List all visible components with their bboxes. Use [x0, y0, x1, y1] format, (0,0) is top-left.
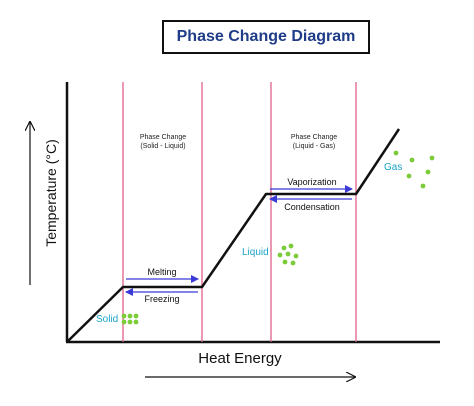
title-box: Phase Change Diagram	[162, 20, 370, 54]
state-label-gas: Gas	[384, 162, 403, 173]
region-label-solid-liquid-line2: (Solid - Liquid)	[140, 143, 186, 150]
solid-particles	[121, 313, 139, 325]
liquid-particles	[277, 243, 299, 266]
vaporization-label: Vaporization	[287, 177, 337, 187]
x-axis-label: Heat Energy	[198, 350, 282, 367]
region-label-solid-liquid: Phase Change (Solid - Liquid)	[125, 133, 201, 151]
region-label-solid-liquid-line1: Phase Change	[139, 134, 187, 141]
heating-curve	[66, 128, 401, 343]
region-label-liquid-gas-line2: (Liquid - Gas)	[292, 143, 336, 150]
freezing-label: Freezing	[144, 294, 180, 304]
state-label-solid: Solid	[96, 314, 119, 325]
region-label-liquid-gas: Phase Change (Liquid - Gas)	[273, 133, 355, 151]
state-label-liquid: Liquid	[242, 247, 269, 258]
gas-particles	[393, 150, 435, 189]
diagram-title: Phase Change Diagram	[176, 28, 356, 45]
melting-label: Melting	[147, 267, 177, 277]
condensation-label: Condensation	[284, 202, 340, 212]
region-label-liquid-gas-line1: Phase Change	[290, 134, 338, 141]
y-axis-label: Temperature (°C)	[43, 139, 59, 247]
